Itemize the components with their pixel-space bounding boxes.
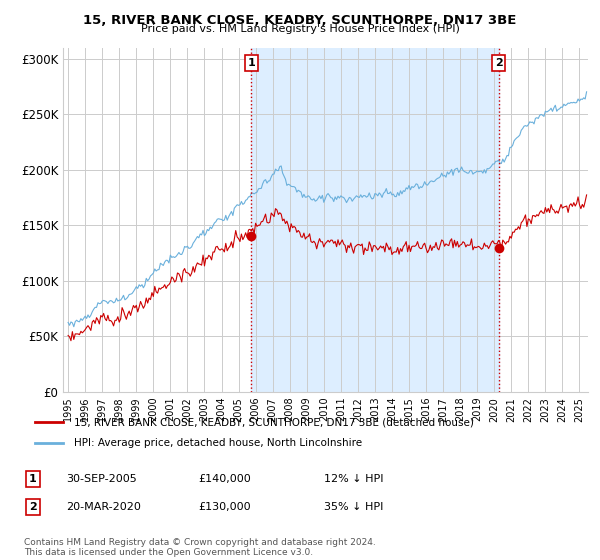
Text: 1: 1 [29,474,37,484]
Text: 35% ↓ HPI: 35% ↓ HPI [324,502,383,512]
Text: 15, RIVER BANK CLOSE, KEADBY, SCUNTHORPE, DN17 3BE: 15, RIVER BANK CLOSE, KEADBY, SCUNTHORPE… [83,14,517,27]
Text: Contains HM Land Registry data © Crown copyright and database right 2024.
This d: Contains HM Land Registry data © Crown c… [24,538,376,557]
Text: 1: 1 [247,58,255,68]
Text: Price paid vs. HM Land Registry's House Price Index (HPI): Price paid vs. HM Land Registry's House … [140,24,460,34]
Text: 30-SEP-2005: 30-SEP-2005 [66,474,137,484]
Text: HPI: Average price, detached house, North Lincolnshire: HPI: Average price, detached house, Nort… [74,438,362,448]
Bar [251,48,499,392]
Text: £130,000: £130,000 [198,502,251,512]
Text: 2: 2 [29,502,37,512]
Text: £140,000: £140,000 [198,474,251,484]
Text: 2: 2 [494,58,502,68]
Text: 15, RIVER BANK CLOSE, KEADBY, SCUNTHORPE, DN17 3BE (detached house): 15, RIVER BANK CLOSE, KEADBY, SCUNTHORPE… [74,417,473,427]
Text: 12% ↓ HPI: 12% ↓ HPI [324,474,383,484]
Text: 20-MAR-2020: 20-MAR-2020 [66,502,141,512]
